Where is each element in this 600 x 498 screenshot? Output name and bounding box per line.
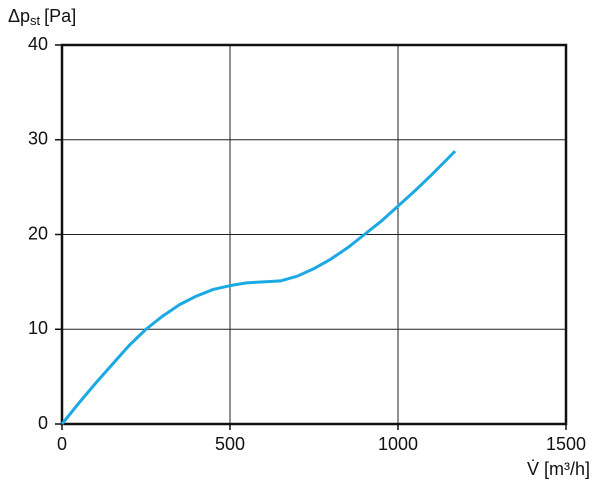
x-tick-label: 0 bbox=[57, 434, 67, 454]
y-label-subscript: st bbox=[30, 13, 41, 28]
x-axis-label: V̇ [m³/h] bbox=[527, 459, 590, 479]
x-tick-label: 1000 bbox=[378, 434, 418, 454]
data-line bbox=[60, 150, 457, 425]
y-tick-label: 30 bbox=[28, 129, 48, 149]
y-tick-label: 20 bbox=[28, 223, 48, 243]
y-tick-label: 10 bbox=[28, 318, 48, 338]
y-label-symbol: Δp bbox=[8, 6, 30, 26]
y-axis-label: Δpst [Pa] bbox=[8, 6, 76, 29]
y-tick-label: 40 bbox=[28, 34, 48, 54]
plot-frame bbox=[60, 43, 568, 426]
y-tick-label: 0 bbox=[38, 413, 48, 433]
x-tick-label: 500 bbox=[215, 434, 245, 454]
x-tick-label: 1500 bbox=[546, 434, 586, 454]
y-label-unit: [Pa] bbox=[44, 6, 76, 26]
